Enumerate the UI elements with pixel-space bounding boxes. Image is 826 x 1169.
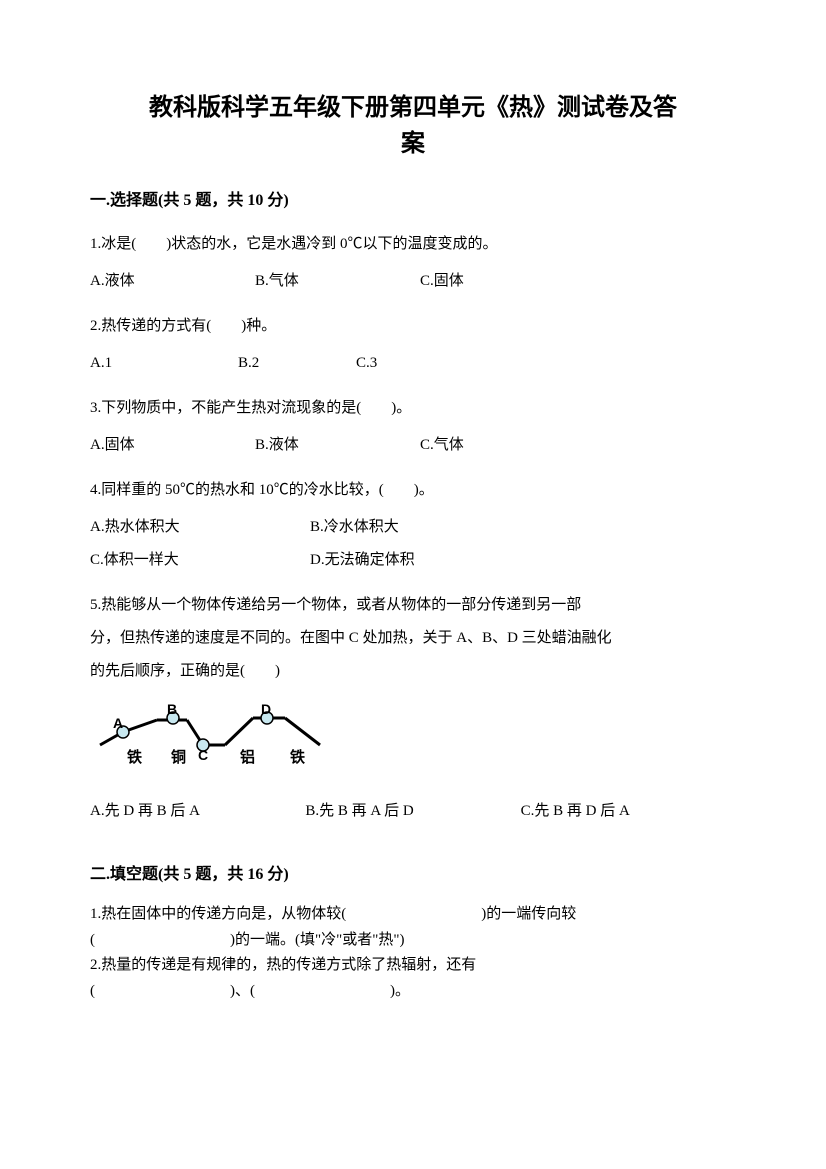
q5-option-a: A.先 D 再 B 后 A xyxy=(90,795,305,828)
fill-question-2: 2.热量的传递是有规律的，热的传递方式除了热辐射，还有 ( )、( )。 xyxy=(90,953,736,1004)
fq2-blank1 xyxy=(95,983,230,999)
section-2-header: 二.填空题(共 5 题，共 16 分) xyxy=(90,860,736,884)
q2-option-a: A.1 xyxy=(90,347,238,380)
fq1-p2: )的一端传向较 xyxy=(481,906,576,922)
q1-option-b: B.气体 xyxy=(255,265,420,298)
fill-question-1: 1.热在固体中的传递方向是，从物体较( )的一端传向较 ( )的一端。(填"冷"… xyxy=(90,902,736,953)
fq1-p4: )的一端。(填"冷"或者"热") xyxy=(230,932,404,948)
q4-option-d: D.无法确定体积 xyxy=(310,544,530,577)
title-line-2: 案 xyxy=(90,126,736,162)
question-3: 3.下列物质中，不能产生热对流现象的是( )。 A.固体 B.液体 C.气体 xyxy=(90,392,736,462)
q4-option-a: A.热水体积大 xyxy=(90,511,310,544)
q5-line-2: 分，但热传递的速度是不同的。在图中 C 处加热，关于 A、B、D 三处蜡油融化 xyxy=(90,622,736,655)
q2-text: 2.热传递的方式有( )种。 xyxy=(90,310,736,343)
q5-diagram: A B C D 铁 铜 铝 铁 xyxy=(90,700,736,775)
q2-option-b: B.2 xyxy=(238,347,356,380)
question-1: 1.冰是( )状态的水，它是水遇冷到 0℃以下的温度变成的。 A.液体 B.气体… xyxy=(90,228,736,298)
svg-text:铜: 铜 xyxy=(171,748,186,766)
svg-text:D: D xyxy=(261,701,271,717)
q3-options: A.固体 B.液体 C.气体 xyxy=(90,429,736,462)
q3-option-a: A.固体 xyxy=(90,429,255,462)
q1-options: A.液体 B.气体 C.固体 xyxy=(90,265,736,298)
question-5: 5.热能够从一个物体传递给另一个物体，或者从物体的一部分传递到另一部 分，但热传… xyxy=(90,589,736,688)
q3-text: 3.下列物质中，不能产生热对流现象的是( )。 xyxy=(90,392,736,425)
fq2-p3: )、( xyxy=(230,983,255,999)
fq2-p1: 2.热量的传递是有规律的，热的传递方式除了热辐射，还有 xyxy=(90,957,476,973)
q5-option-c: C.先 B 再 D 后 A xyxy=(521,795,736,828)
question-2: 2.热传递的方式有( )种。 A.1 B.2 C.3 xyxy=(90,310,736,380)
heat-conduction-diagram: A B C D 铁 铜 铝 铁 xyxy=(90,700,340,770)
q4-options-row1: A.热水体积大 B.冷水体积大 xyxy=(90,511,736,544)
svg-text:C: C xyxy=(198,747,208,763)
svg-text:铁: 铁 xyxy=(127,748,142,766)
q2-option-c: C.3 xyxy=(356,347,377,380)
section-1-header: 一.选择题(共 5 题，共 10 分) xyxy=(90,186,736,210)
q5-options: A.先 D 再 B 后 A B.先 B 再 A 后 D C.先 B 再 D 后 … xyxy=(90,795,736,828)
svg-text:铁: 铁 xyxy=(290,748,305,766)
fq2-p4: )。 xyxy=(390,983,410,999)
fq1-blank1 xyxy=(346,906,481,922)
q3-option-b: B.液体 xyxy=(255,429,420,462)
q4-option-b: B.冷水体积大 xyxy=(310,511,530,544)
q5-line-1: 5.热能够从一个物体传递给另一个物体，或者从物体的一部分传递到另一部 xyxy=(90,589,736,622)
q4-option-c: C.体积一样大 xyxy=(90,544,310,577)
q3-option-c: C.气体 xyxy=(420,429,464,462)
svg-text:铝: 铝 xyxy=(240,748,255,766)
q5-line-3: 的先后顺序，正确的是( ) xyxy=(90,655,736,688)
q1-option-c: C.固体 xyxy=(420,265,464,298)
q5-option-b: B.先 B 再 A 后 D xyxy=(305,795,520,828)
svg-text:B: B xyxy=(167,701,177,717)
svg-text:A: A xyxy=(113,715,123,731)
fq1-blank2 xyxy=(95,932,230,948)
q2-options: A.1 B.2 C.3 xyxy=(90,347,736,380)
fq2-blank2 xyxy=(255,983,390,999)
q4-options-row2: C.体积一样大 D.无法确定体积 xyxy=(90,544,736,577)
q1-option-a: A.液体 xyxy=(90,265,255,298)
fq1-p1: 1.热在固体中的传递方向是，从物体较( xyxy=(90,906,346,922)
title-line-1: 教科版科学五年级下册第四单元《热》测试卷及答 xyxy=(90,90,736,126)
page-title: 教科版科学五年级下册第四单元《热》测试卷及答 案 xyxy=(90,90,736,162)
q4-text: 4.同样重的 50℃的热水和 10℃的冷水比较，( )。 xyxy=(90,474,736,507)
q1-text: 1.冰是( )状态的水，它是水遇冷到 0℃以下的温度变成的。 xyxy=(90,228,736,261)
question-4: 4.同样重的 50℃的热水和 10℃的冷水比较，( )。 A.热水体积大 B.冷… xyxy=(90,474,736,577)
